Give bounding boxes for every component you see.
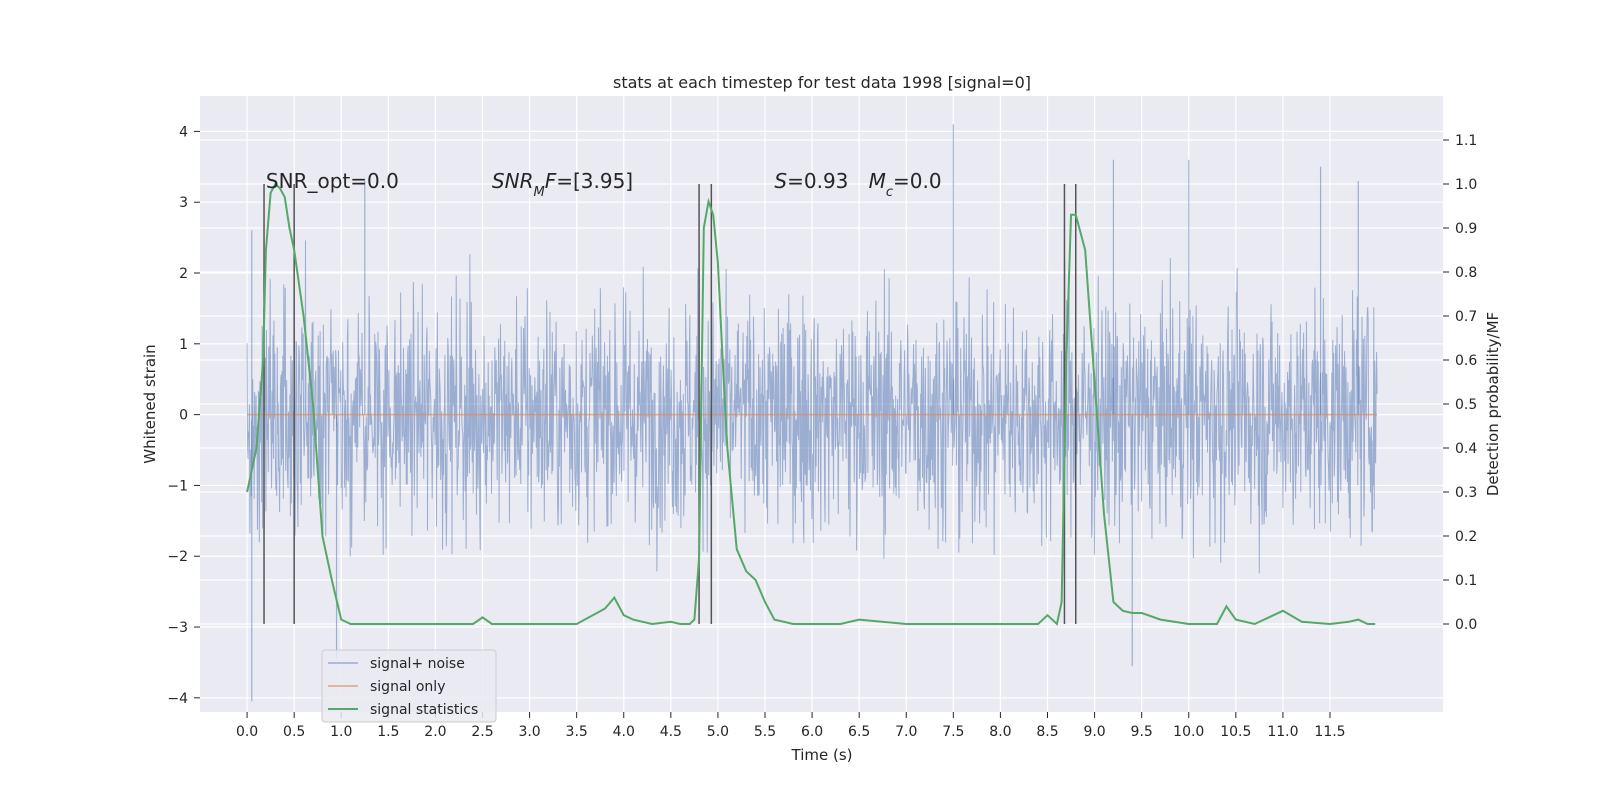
x-tick-label: 7.5 <box>942 724 964 740</box>
y-right-tick-label: 0.0 <box>1455 617 1477 633</box>
x-tick-label: 5.5 <box>754 724 776 740</box>
vertical-markers <box>263 184 1077 624</box>
x-tick-label: 2.5 <box>471 724 493 740</box>
x-tick-label: 11.5 <box>1314 724 1345 740</box>
annotation-segment: F <box>545 169 557 193</box>
annotation-segment: =[3.95] <box>556 169 633 193</box>
y-right-tick-label: 0.8 <box>1455 265 1477 281</box>
y-right-tick-label: 0.9 <box>1455 221 1477 237</box>
chart-title: stats at each timestep for test data 199… <box>613 73 1031 92</box>
y-left-tick-label: 4 <box>179 124 188 140</box>
legend-label-signal: signal only <box>370 679 445 695</box>
x-tick-label: 7.0 <box>895 724 917 740</box>
y-right-tick-label: 0.3 <box>1455 485 1477 501</box>
x-tick-label: 9.0 <box>1083 724 1105 740</box>
annotation-segment: =0.0 <box>893 169 942 193</box>
x-tick-label: 1.5 <box>377 724 399 740</box>
y-right-tick-label: 1.1 <box>1455 133 1477 149</box>
x-tick-label: 3.0 <box>518 724 540 740</box>
y-right-tick-label: 0.4 <box>1455 441 1477 457</box>
x-tick-label: 8.0 <box>989 724 1011 740</box>
legend-label-stats: signal statistics <box>370 702 478 718</box>
y-left-tick-label: 2 <box>179 266 188 282</box>
legend-label-noise: signal+ noise <box>370 656 465 672</box>
x-tick-label: 0.5 <box>283 724 305 740</box>
x-tick-label: 2.0 <box>424 724 446 740</box>
y-left-tick-label: −2 <box>167 549 188 565</box>
y-axis-left-label: Whitened strain <box>141 344 159 463</box>
y-left-tick-label: 1 <box>179 337 188 353</box>
x-tick-label: 3.5 <box>566 724 588 740</box>
annotation-segment: M <box>533 185 544 200</box>
annotation-segment: =0.93 <box>787 169 848 193</box>
annotation-text: SNR_opt=0.0 <box>266 169 399 193</box>
x-axis-label: Time (s) <box>791 746 853 764</box>
y-left-tick-label: 3 <box>179 195 188 211</box>
annotation-text: Mc=0.0 <box>869 169 942 200</box>
statistics-line <box>246 182 1376 626</box>
x-tick-label: 10.5 <box>1220 724 1251 740</box>
legend-box <box>321 649 497 723</box>
y-right-tick-label: 0.7 <box>1455 309 1477 325</box>
x-tick-label: 0.0 <box>236 724 258 740</box>
x-tick-label: 10.0 <box>1173 724 1204 740</box>
noise-series <box>246 124 1378 702</box>
annotation-segment: SNR_opt=0.0 <box>266 169 399 193</box>
statistics-series <box>246 182 1376 626</box>
annotation-segment: SNR <box>492 169 534 193</box>
annotations: SNR_opt=0.0 SNRMF=[3.95] S=0.93 Mc=0.0 <box>266 169 942 200</box>
y-right-tick-label: 0.5 <box>1455 397 1477 413</box>
annotation-segment: c <box>886 185 893 200</box>
y-right-tick-label: 0.1 <box>1455 573 1477 589</box>
y-left-tick-label: 0 <box>179 408 188 424</box>
x-tick-label: 4.0 <box>613 724 635 740</box>
x-axis-ticks: 0.0 0.5 1.0 1.5 2.0 2.5 3.0 3.5 4.0 4.5 5.0 5.5 6.0 6… <box>236 712 1346 740</box>
y-right-tick-label: 0.6 <box>1455 353 1477 369</box>
y-right-tick-label: 1.0 <box>1455 177 1477 193</box>
x-tick-label: 9.5 <box>1131 724 1153 740</box>
y-left-axis-ticks: 4 3 2 1 0 −1 −2 −3 −4 <box>167 124 200 707</box>
y-left-tick-label: −3 <box>167 620 188 636</box>
x-tick-label: 1.0 <box>330 724 352 740</box>
annotation-text: SNRMF=[3.95] <box>492 169 633 200</box>
annotation-segment: M <box>869 169 886 193</box>
annotation-text: S=0.93 <box>774 169 848 193</box>
x-tick-label: 6.5 <box>848 724 870 740</box>
y-right-axis-ticks: 1.1 1.0 0.9 0.8 0.7 0.6 0.5 0.4 0.3 0.2 0.1 0.0 <box>1443 133 1477 633</box>
annotation-segment: S <box>774 169 787 193</box>
y-right-tick-label: 0.2 <box>1455 529 1477 545</box>
y-axis-right-label: Detection probability/MF <box>1484 312 1502 496</box>
x-tick-label: 11.0 <box>1267 724 1298 740</box>
x-tick-label: 5.0 <box>707 724 729 740</box>
legend: signal+ noise signal only signal statist… <box>321 649 497 723</box>
x-tick-label: 6.0 <box>801 724 823 740</box>
y-left-tick-label: −4 <box>167 691 188 707</box>
x-tick-label: 4.5 <box>660 724 682 740</box>
y-left-tick-label: −1 <box>167 478 188 494</box>
x-tick-label: 8.5 <box>1036 724 1058 740</box>
